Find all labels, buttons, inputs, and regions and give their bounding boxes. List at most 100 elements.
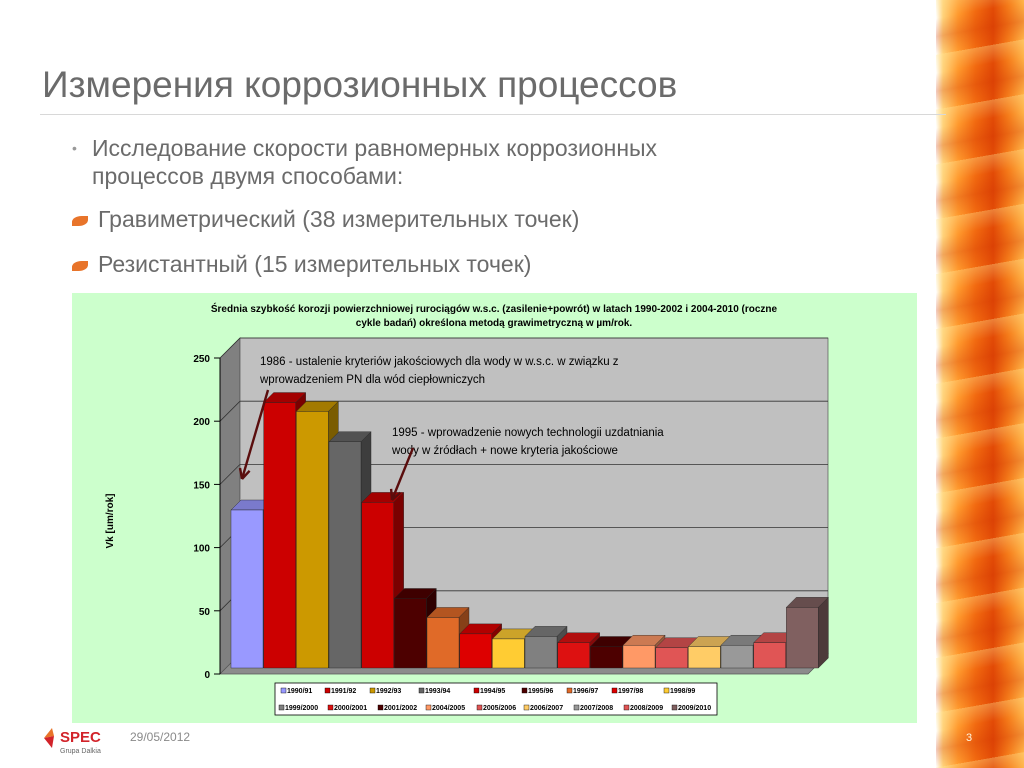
legend-label: 1997/98 bbox=[618, 688, 643, 695]
legend-label: 1993/94 bbox=[425, 688, 450, 695]
legend-item: 2006/2007 bbox=[523, 704, 563, 712]
legend-item: 2007/2008 bbox=[573, 704, 613, 712]
y-tick-label: 50 bbox=[199, 607, 211, 618]
bar-front bbox=[361, 502, 394, 669]
bar-side bbox=[818, 596, 829, 669]
spec-logo: SPEC Grupa Dalkia bbox=[40, 724, 120, 761]
bar-front bbox=[296, 411, 329, 669]
legend-swatch bbox=[663, 687, 670, 694]
bullet-resistant-text: Резистантный (15 измерительных точек) bbox=[98, 251, 532, 277]
bar bbox=[459, 623, 503, 669]
legend-item: 2008/2009 bbox=[623, 704, 663, 712]
legend-swatch bbox=[369, 687, 376, 694]
page-number: 3 bbox=[966, 732, 973, 744]
legend-swatch bbox=[573, 704, 580, 711]
leaf-bullet-icon bbox=[72, 260, 88, 271]
legend-swatch bbox=[418, 687, 425, 694]
legend-label: 1998/99 bbox=[670, 688, 695, 695]
spec-logo-mark: SPEC Grupa Dalkia bbox=[44, 728, 101, 755]
legend-swatch bbox=[324, 687, 331, 694]
legend-label: 2001/2002 bbox=[384, 705, 417, 712]
legend-item: 2001/2002 bbox=[377, 704, 417, 712]
legend-label: 1994/95 bbox=[480, 688, 505, 695]
flame-decoration bbox=[936, 0, 1024, 768]
annotation-2-line1: 1995 - wprowadzenie nowych technologii u… bbox=[392, 427, 664, 439]
y-tick-label: 200 bbox=[193, 417, 210, 428]
legend-label: 1992/93 bbox=[376, 688, 401, 695]
legend-item: 1991/92 bbox=[324, 687, 356, 695]
legend-label: 1996/97 bbox=[573, 688, 598, 695]
slide-date: 29/05/2012 bbox=[130, 730, 191, 744]
legend-swatch bbox=[566, 687, 573, 694]
gridline-side bbox=[219, 400, 241, 422]
plot-area: 0 50 100 150 200 250 bbox=[193, 337, 829, 681]
logo-text: SPEC bbox=[60, 729, 101, 746]
bullet-main-text: Исследование скорости равномерных корроз… bbox=[92, 135, 658, 189]
legend-swatch bbox=[377, 704, 384, 711]
legend-swatch bbox=[523, 704, 530, 711]
bar-front bbox=[688, 646, 721, 669]
bar-front bbox=[753, 642, 786, 669]
legend-item: 1994/95 bbox=[473, 687, 505, 695]
legend-item: 2009/2010 bbox=[671, 704, 711, 712]
annotation-1-arrow bbox=[240, 389, 270, 480]
legend-label: 2009/2010 bbox=[678, 705, 711, 712]
legend-item: 1990/91 bbox=[280, 687, 312, 695]
bar-front bbox=[786, 607, 819, 669]
legend-item: 2005/2006 bbox=[476, 704, 516, 712]
legend-swatch bbox=[476, 704, 483, 711]
bar-front bbox=[459, 633, 492, 669]
bullet-dot-icon: • bbox=[72, 140, 77, 156]
annotation-1-line2: wprowadzeniem PN dla wód ciepłowniczych bbox=[259, 374, 485, 386]
legend-swatch bbox=[521, 687, 528, 694]
legend-label: 1995/96 bbox=[528, 688, 553, 695]
leaf-bullet-icon bbox=[72, 215, 88, 226]
gridline-side bbox=[219, 464, 241, 485]
chart-container: Średnia szybkość korozji powierzchniowej… bbox=[72, 293, 917, 723]
legend-label: 2005/2006 bbox=[483, 705, 516, 712]
bar-front bbox=[328, 441, 362, 669]
legend-swatch bbox=[623, 704, 630, 711]
chart-annotations: 1986 - ustalenie kryteriów jakościowych … bbox=[238, 356, 664, 501]
bullet-gravimetric: Гравиметрический (38 измерительных точек… bbox=[72, 206, 579, 233]
legend-label: 2006/2007 bbox=[530, 705, 563, 712]
chart-legend: 1990/91 1991/92 1992/93 1993/94 1994/95 1995/… bbox=[274, 682, 718, 716]
annotation-2-arrow-head bbox=[389, 488, 402, 501]
y-tick-label: 250 bbox=[193, 354, 210, 365]
bar-front bbox=[622, 645, 656, 669]
y-tick-label: 150 bbox=[193, 480, 210, 491]
y-tick-label: 0 bbox=[204, 670, 210, 681]
legend-item: 1995/96 bbox=[521, 687, 553, 695]
legend-item: 1992/93 bbox=[369, 687, 401, 695]
bar-front bbox=[426, 617, 460, 669]
legend-swatch bbox=[473, 687, 480, 694]
bar-front bbox=[230, 509, 264, 669]
bar-front bbox=[492, 638, 525, 669]
bar-front bbox=[524, 636, 558, 669]
annotation-2-arrow bbox=[390, 447, 415, 501]
legend-swatch bbox=[278, 704, 285, 711]
bar bbox=[361, 491, 405, 669]
legend-label: 1990/91 bbox=[287, 688, 312, 695]
bar-front bbox=[557, 642, 590, 669]
legend-item: 2000/2001 bbox=[327, 704, 367, 712]
legend-label: 2008/2009 bbox=[630, 705, 663, 712]
chart-title-line2: cykle badań) określona metodą grawimetry… bbox=[356, 318, 633, 329]
bar bbox=[785, 596, 829, 669]
bar-front bbox=[263, 402, 296, 669]
bar-chart: Średnia szybkość korozji powierzchniowej… bbox=[105, 302, 829, 716]
annotation-2-line2: wody w źródłach + nowe kryteria jakościo… bbox=[391, 445, 618, 457]
legend-swatch bbox=[327, 704, 334, 711]
bar-front bbox=[720, 645, 754, 669]
legend-swatch bbox=[280, 687, 287, 694]
bar-front bbox=[394, 598, 427, 669]
gridline-side bbox=[219, 337, 241, 359]
legend-label: 1991/92 bbox=[331, 688, 356, 695]
legend-box bbox=[274, 682, 718, 716]
legend-item: 2004/2005 bbox=[425, 704, 465, 712]
slide-title: Измерения коррозионных процессов bbox=[42, 64, 678, 105]
legend-label: 1999/2000 bbox=[285, 705, 318, 712]
legend-swatch bbox=[425, 704, 432, 711]
annotation-1-line1: 1986 - ustalenie kryteriów jakościowych … bbox=[260, 356, 619, 368]
bullet-resistant: Резистантный (15 измерительных точек) bbox=[72, 251, 531, 278]
